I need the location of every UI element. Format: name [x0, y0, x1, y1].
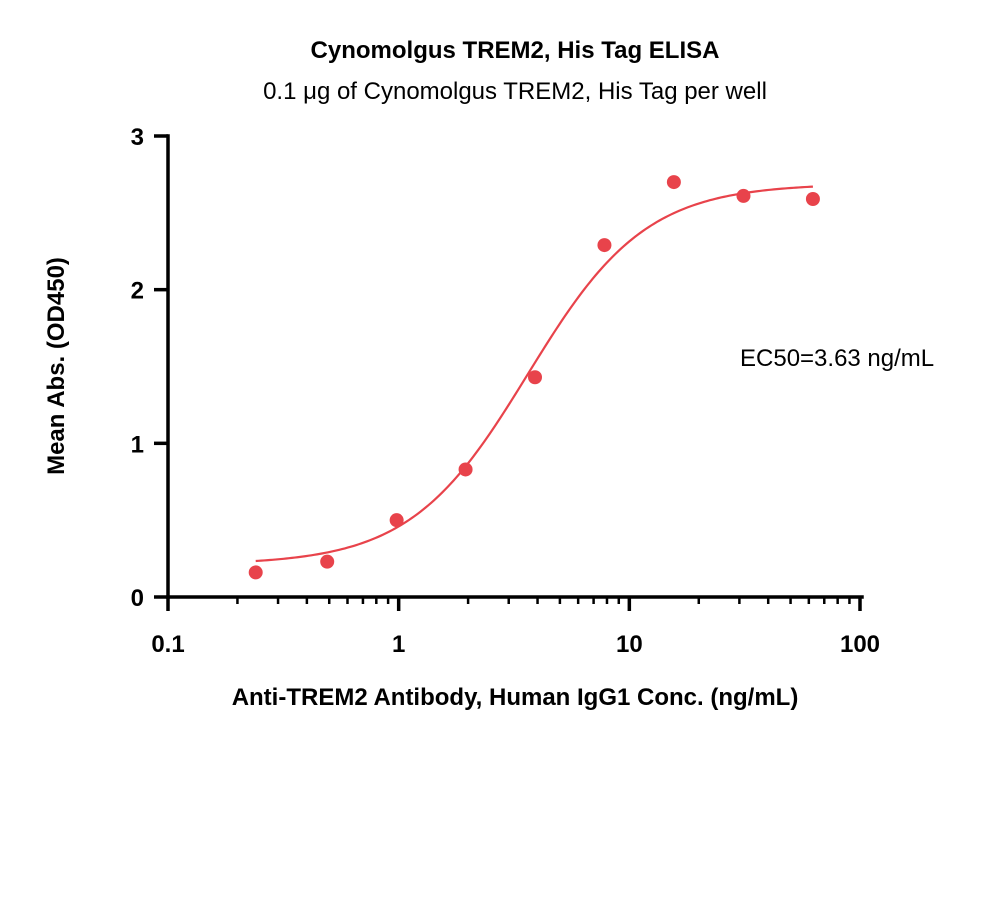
x-tick-label: 10: [616, 631, 643, 658]
data-point: [320, 554, 335, 569]
data-point: [666, 175, 681, 190]
data-point: [805, 192, 820, 207]
fit-curve: [255, 185, 813, 563]
data-point: [736, 188, 751, 203]
data-point: [248, 565, 263, 580]
x-tick-label: 0.1: [151, 631, 184, 658]
y-tick-label: 0: [131, 585, 144, 612]
data-point: [458, 462, 473, 477]
y-tick-label: 2: [131, 278, 144, 305]
data-point: [597, 238, 612, 253]
x-axis-label: Anti-TREM2 Antibody, Human IgG1 Conc. (n…: [231, 684, 799, 711]
data-point: [528, 370, 543, 385]
ec50-annotation: EC50=3.63 ng/mL: [740, 345, 935, 372]
x-tick-label: 1: [392, 631, 405, 658]
x-tick-label: 100: [840, 631, 880, 658]
y-tick-label: 1: [131, 431, 144, 458]
y-tick-label: 3: [131, 124, 144, 151]
data-point: [389, 513, 404, 528]
chart-subtitle: 0.1 μg of Cynomolgus TREM2, His Tag per …: [263, 78, 767, 105]
chart-title: Cynomolgus TREM2, His Tag ELISA: [310, 37, 720, 64]
